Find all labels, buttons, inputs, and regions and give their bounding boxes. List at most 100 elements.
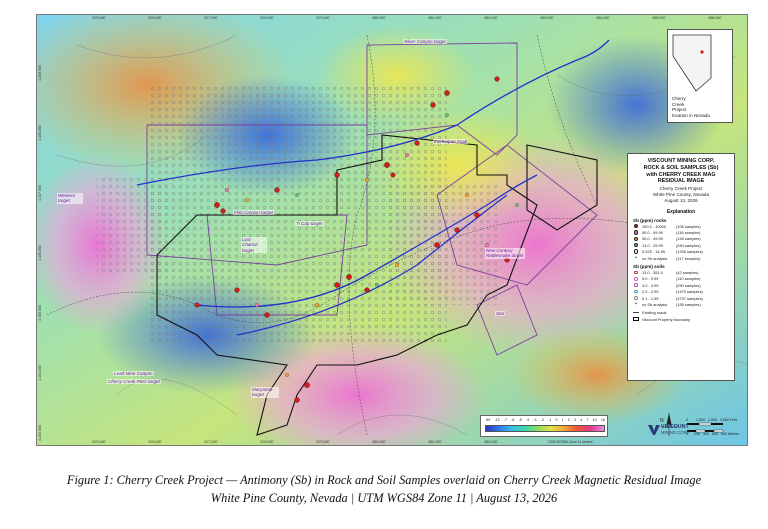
road-line-icon <box>633 312 639 314</box>
soil-sample-circle-icon <box>634 283 638 288</box>
legend-soils-row: 13.0 - 351.0 (42 samples) <box>633 269 729 275</box>
legend-panel: VISCOUNT MINING CORP. ROCK & SOIL SAMPLE… <box>627 153 735 381</box>
scale-meters-0: 0 <box>686 432 688 436</box>
legend-range: 13.0 - 29.99 <box>642 242 663 248</box>
easting-tick-6: 681,000 <box>428 16 442 20</box>
legend-range: 5.0 - 9.99 <box>642 276 659 282</box>
scale-feet-0: 0 <box>686 418 688 422</box>
target-label-lost-chance: Lost Chance target <box>241 237 267 253</box>
colorbar-tick-label: -4 <box>525 418 530 422</box>
easting-tick-bottom-7: 682,000 <box>484 440 498 444</box>
colorbar-tick-label: -2 <box>540 418 544 422</box>
easting-tick-bottom-0: 675,000 <box>92 440 106 444</box>
legend-range: 13.0 - 351.0 <box>642 269 663 275</box>
inset-label-line-2: Creek <box>672 101 685 107</box>
north-arrow-icon: N <box>660 413 677 436</box>
cross-icon: + <box>634 254 638 261</box>
target-label-ti-cap: Ti Cap target <box>295 221 324 227</box>
legend-company-line-3: with CHERRY CREEK MAG <box>646 171 716 178</box>
colorbar-tick-label: -1 <box>548 418 552 422</box>
legend-range: 0.025 - 14.99 <box>642 249 665 255</box>
colorbar-tick-label: 1 <box>561 418 564 422</box>
rock-sample-dot-icon <box>633 249 639 254</box>
soil-sample-circle-icon <box>634 296 638 300</box>
target-label-new-century: New Century Rattlesnake target <box>485 248 525 259</box>
legend-county: White Pine County, Nevada <box>652 191 710 197</box>
legend-rocks-row: 0.025 - 14.99 (1326 samples) <box>633 248 729 254</box>
boundary-box-icon <box>633 317 639 322</box>
rock-sample-dot-icon <box>633 223 639 229</box>
legend-soils-row: + no Sb analysis (185 samples) <box>633 301 729 307</box>
logo-line-1: VISCOUNT <box>661 424 689 430</box>
scale-bar: 0 1,000 2,000 3,000 Feet 0 200 400 600 8… <box>685 417 747 437</box>
colorbar-tick-label: 3 <box>574 418 577 422</box>
scale-feet-3: 3,000 Feet <box>720 418 738 422</box>
legend-property-boundary: Viscount Property boundary <box>633 316 729 322</box>
colorbar-tick-label: 2 <box>567 418 570 422</box>
rock-sample-dot-icon <box>633 243 639 248</box>
easting-tick-2: 677,000 <box>204 16 218 20</box>
target-label-silver-canyon: Silver Canyon target <box>403 39 447 45</box>
legend-range: 2.0 - 2.99 <box>642 289 659 295</box>
scale-meters-4: 800 Meters <box>721 432 739 436</box>
colorbar-tick-label: -59 <box>485 418 491 422</box>
legend-date: August 13, 2026 <box>664 197 698 203</box>
legend-project: Cherry Creek Project <box>659 186 703 191</box>
legend-count: (1470 samples) <box>676 289 703 295</box>
legend-range: 30.0 - 49.99 <box>642 236 663 242</box>
scale-meters-2: 400 <box>703 432 709 436</box>
easting-tick-0: 675,000 <box>92 16 106 20</box>
northing-tick-3: 4,406,000 <box>38 245 42 261</box>
easting-tick-9: 684,000 <box>596 16 610 20</box>
colorbar-tick-label: 18 <box>600 418 605 422</box>
legend-count: (3707 samples) <box>676 295 703 301</box>
easting-tick-bottom-5: 680,000 <box>372 440 386 444</box>
easting-tick-8: 683,000 <box>540 16 554 20</box>
rock-sample-dot-icon <box>633 230 639 235</box>
legend-existing-roads-label: Existing roads <box>642 310 667 316</box>
logo-text: VISCOUNT MINING CORP. <box>661 424 690 435</box>
northing-tick-6: 4,403,000 <box>38 425 42 441</box>
legend-company-title: VISCOUNT MINING CORP. ROCK & SOIL SAMPLE… <box>633 158 729 185</box>
legend-range: 3.0 - 4.99 <box>642 282 659 288</box>
colorbar-tick-label: -3 <box>533 418 537 422</box>
easting-tick-7: 682,000 <box>484 16 498 20</box>
legend-count: (117 samples) <box>676 255 701 261</box>
utm-note: UTM WGS84 Zone 11 meters <box>548 440 593 444</box>
legend-count: (42 samples) <box>676 269 699 275</box>
legend-rocks-row: 13.0 - 29.99 (284 samples) <box>633 242 729 248</box>
inset-label-line-3: Project <box>672 107 687 112</box>
colorbar-gradient <box>485 425 605 432</box>
legend-property-boundary-label: Viscount Property boundary <box>642 316 690 322</box>
easting-tick-bottom-6: 681,000 <box>428 440 442 444</box>
colorbar-tick-label: 10 <box>592 418 597 422</box>
legend-company-line-4: RESIDUAL IMAGE <box>657 178 705 185</box>
target-label-western: Western target <box>57 193 83 204</box>
legend-soils-row: 2.0 - 2.99 (1470 samples) <box>633 288 729 294</box>
northing-tick-2: 4,407,000 <box>38 185 42 201</box>
legend-soils-row: 0.1 - 1.99 (3707 samples) <box>633 295 729 301</box>
legend-soils-title: Sb (ppm) soils <box>633 264 665 270</box>
easting-tick-4: 679,000 <box>316 16 330 20</box>
legend-count: (110 samples) <box>676 276 701 282</box>
legend-range: no Sb analysis <box>642 301 668 307</box>
viscount-logo-icon <box>648 425 660 435</box>
easting-tick-1: 676,000 <box>148 16 162 20</box>
northing-tick-0: 4,409,000 <box>38 65 42 81</box>
easting-tick-11: 686,000 <box>708 16 722 20</box>
legend-range: 0.1 - 1.99 <box>642 295 659 301</box>
target-label-cherry-creek-pass: Cherry Creek Pass target <box>107 379 161 385</box>
figure-caption: Figure 1: Cherry Creek Project — Antimon… <box>0 472 768 508</box>
soil-sample-circle-icon <box>634 289 638 294</box>
scale-meters-1: 200 <box>694 432 700 436</box>
target-label-flint-canyon: Flint Canyon target <box>233 210 274 216</box>
inset-label-line-4: location in Nevada <box>672 112 710 118</box>
legend-company-line-2: ROCK & SOIL SAMPLES (Sb) <box>643 164 719 171</box>
colorbar-tick-label: -6 <box>511 418 515 422</box>
map-frame[interactable]: 675,000 676,000 677,000 678,000 679,000 … <box>36 14 748 446</box>
soil-sample-circle-icon <box>634 277 638 281</box>
colorbar-tick-label: -5 <box>518 418 522 422</box>
legend-count: (1326 samples) <box>676 249 703 255</box>
legend-count: (284 samples) <box>676 242 701 248</box>
caption-line-2: White Pine County, Nevada | UTM WGS84 Zo… <box>210 490 558 505</box>
